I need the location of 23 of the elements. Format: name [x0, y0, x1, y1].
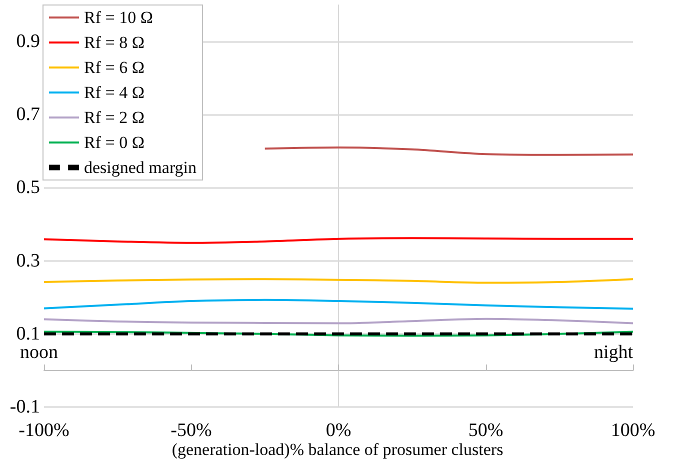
annotation: noon	[20, 342, 58, 363]
y-tick-label: 0.7	[16, 104, 40, 126]
y-tick-label: 0.3	[16, 250, 40, 272]
legend-label: Rf = 4 Ω	[84, 83, 144, 102]
legend-label: Rf = 10 Ω	[84, 8, 153, 27]
x-axis-title: (generation-load)% balance of prosumer clusters	[172, 440, 504, 459]
legend-label: Rf = 6 Ω	[84, 58, 144, 77]
y-tick-label: 0.9	[16, 31, 40, 52]
legend-label: Rf = 2 Ω	[84, 108, 144, 127]
x-tick-label: 50%	[468, 420, 504, 441]
legend-label: Rf = 0 Ω	[84, 133, 144, 152]
y-tick-label: 0.1	[16, 323, 40, 344]
line-series	[264, 146, 634, 156]
x-tick-label: -100%	[18, 420, 70, 441]
annotation: night	[594, 342, 634, 363]
y-tick-label: -0.1	[10, 396, 40, 418]
x-tick-label: 0%	[326, 420, 352, 441]
x-tick-label: 100%	[610, 420, 656, 441]
y-tick-label: 0.5	[16, 177, 40, 198]
legend-label: Rf = 8 Ω	[84, 33, 144, 52]
x-tick-label: -50%	[170, 420, 212, 441]
line-series	[43, 298, 634, 310]
legend-label: designed margin	[84, 158, 198, 177]
